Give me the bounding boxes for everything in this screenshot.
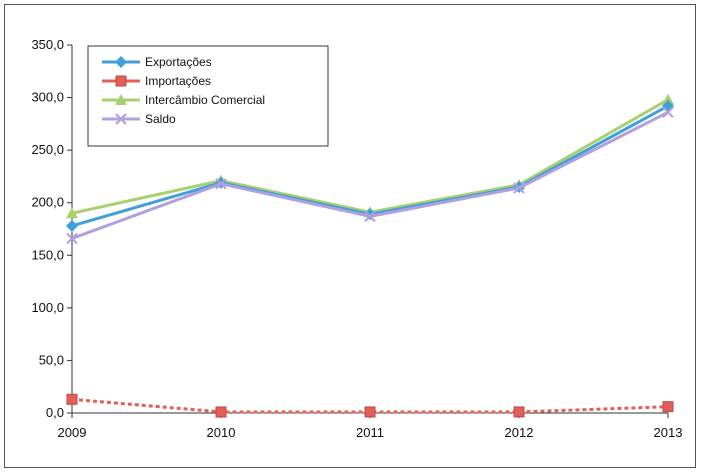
series-2-point	[662, 93, 674, 105]
series-3-point	[66, 232, 78, 245]
y-tick-label: 300,0	[31, 90, 64, 105]
series-1	[66, 393, 674, 418]
legend-swatch-marker-stroke	[115, 113, 127, 125]
legend-swatch-marker	[115, 113, 127, 125]
x-tick-label: 2012	[505, 425, 534, 440]
series-3-point-stroke	[513, 182, 525, 194]
x-tick-label: 2010	[207, 425, 236, 440]
y-tick-label: 0,0	[46, 405, 64, 420]
series-1-point	[66, 393, 78, 405]
x-tick-label: 2011	[356, 425, 384, 440]
series-3-point	[662, 106, 674, 118]
y-tick-label: 150,0	[31, 247, 64, 262]
y-tick-label: 50,0	[39, 352, 64, 367]
legend-label: Intercâmbio Comercial	[145, 93, 265, 107]
y-tick-label: 250,0	[31, 142, 64, 157]
series-3-point-stroke	[662, 106, 674, 118]
series-3-point	[513, 182, 525, 194]
series-1-point	[662, 401, 674, 413]
series-3-point-stroke	[215, 178, 227, 190]
legend-swatch-marker	[115, 56, 127, 68]
series-1-point	[513, 406, 525, 418]
series-1-line	[71, 397, 669, 414]
legend-swatch-marker	[115, 75, 127, 87]
y-tick-label: 100,0	[31, 300, 64, 315]
series-3-point	[364, 210, 376, 223]
series-2-point	[66, 207, 78, 219]
series-3-point-stroke	[66, 232, 78, 245]
legend-label: Importações	[145, 74, 211, 88]
y-tick-label: 200,0	[31, 195, 64, 210]
series-0-point	[66, 219, 78, 232]
legend-swatch-marker	[115, 94, 127, 105]
chart-series	[66, 93, 674, 418]
chart-legend: Exportações Importações Intercâmbio Comerc…	[87, 45, 329, 147]
x-tick-label: 2009	[58, 425, 87, 440]
series-3-point	[215, 178, 227, 190]
y-tick-label: 350,0	[31, 37, 64, 52]
series-1-point	[364, 406, 376, 418]
legend-label: Exportações	[145, 55, 212, 69]
x-tick-label: 2013	[654, 425, 683, 440]
series-1-point	[215, 406, 227, 418]
series-3-point-stroke	[364, 210, 376, 223]
chart-axes: 0,0 50,0 100,0 150,0 200,0 250,0 300,0 350,0 200…	[31, 37, 682, 440]
legend-label: Saldo	[145, 112, 176, 126]
series-3	[66, 106, 674, 245]
